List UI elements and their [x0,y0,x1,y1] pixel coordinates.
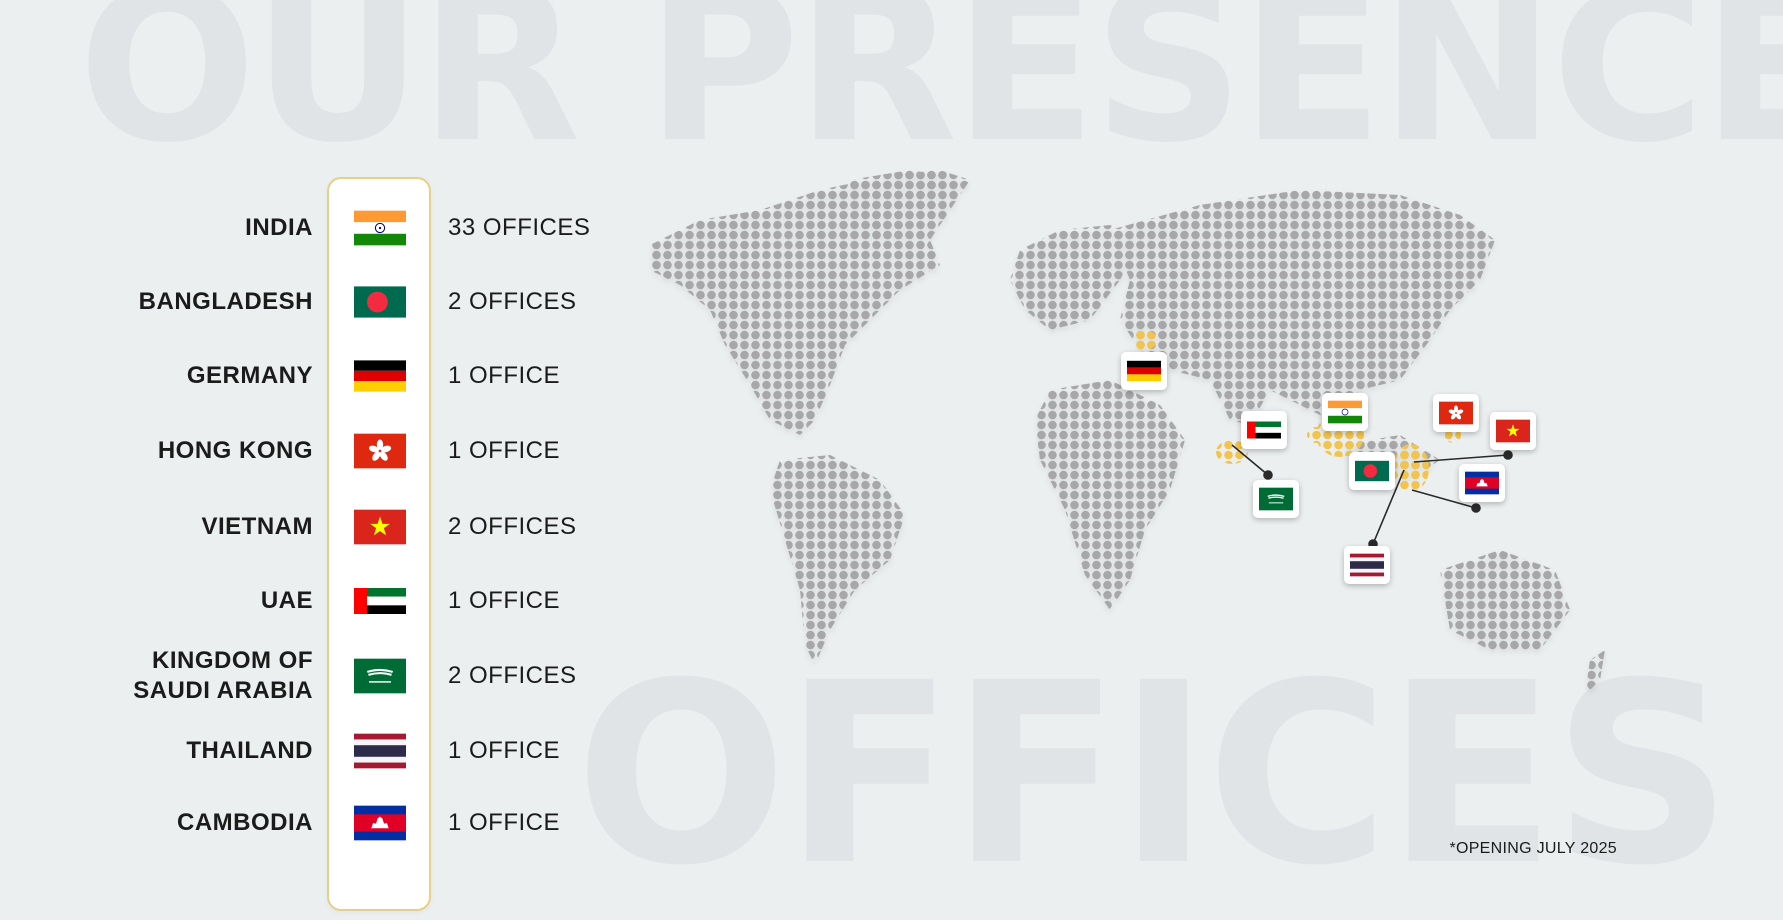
office-count: 1 OFFICE [448,737,561,764]
hong-kong-flag-icon [354,432,406,471]
thailand-flag-icon [354,732,406,771]
office-count: 1 OFFICE [448,362,561,389]
india-flag-icon [1328,400,1362,424]
office-count: 1 OFFICE [448,437,561,464]
country-name: UAE [260,587,313,614]
south-america-shape [770,455,905,665]
bangladesh-flag-icon [1355,459,1389,483]
country-row-hong-kong: HONG KONG 1 OFFICE [0,421,900,481]
office-count: 2 OFFICES [448,513,577,540]
country-row-vietnam: VIETNAM 2 OFFICES [0,497,900,557]
country-name: HONG KONG [157,437,313,464]
office-count: 1 OFFICE [448,587,561,614]
thailand-flag-icon [1350,553,1384,577]
country-row-germany: GERMANY 1 OFFICE [0,346,900,406]
vietnam-flag-icon [1496,419,1530,443]
background-title-our-presence: OUR PRESENCE [78,0,1783,189]
country-row-bangladesh: BANGLADESH 2 OFFICES [0,272,900,332]
map-pin-saudi-arabia[interactable] [1253,480,1299,518]
country-name: THAILAND [186,737,313,764]
country-name: GERMANY [186,362,313,389]
map-pin-bangladesh[interactable] [1349,452,1395,490]
map-pin-hong-kong[interactable] [1433,394,1479,432]
country-name: BANGLADESH [138,288,313,315]
map-pin-thailand[interactable] [1344,546,1390,584]
office-count: 2 OFFICES [448,288,577,315]
uae-flag-icon [354,582,406,621]
country-row-cambodia: CAMBODIA 1 OFFICE [0,793,900,853]
germany-flag-icon [354,357,406,396]
greenland-shape [850,170,940,240]
cambodia-flag-icon [354,804,406,843]
australia-shape [1440,550,1570,650]
country-name: INDIA [245,214,313,241]
country-row-india: INDIA 33 OFFICES [0,198,900,258]
vietnam-flag-icon [354,508,406,547]
map-pin-germany[interactable] [1121,352,1167,390]
country-row-saudi-arabia: KINGDOM OF SAUDI ARABIA 2 OFFICES [0,646,900,706]
saudi-arabia-flag-icon [1259,487,1293,511]
bangladesh-flag-icon [354,283,406,322]
map-pin-uae[interactable] [1241,411,1287,449]
country-name: KINGDOM OF SAUDI ARABIA [12,646,313,706]
africa-shape [1035,380,1185,610]
europe-shape [1010,225,1140,330]
map-pin-india[interactable] [1322,393,1368,431]
country-name: CAMBODIA [177,809,313,836]
country-name-line-1: KINGDOM OF [152,647,313,674]
asia-shape [1110,190,1495,425]
country-name: VIETNAM [201,513,313,540]
office-count: 1 OFFICE [448,809,561,836]
country-name-line-2: SAUDI ARABIA [133,677,313,704]
uae-flag-icon [1247,418,1281,442]
cambodia-flag-icon [1465,471,1499,495]
office-count: 33 OFFICES [448,214,591,241]
country-row-thailand: THAILAND 1 OFFICE [0,721,900,781]
map-pin-vietnam[interactable] [1490,412,1536,450]
country-row-uae: UAE 1 OFFICE [0,571,900,631]
india-flag-icon [354,209,406,248]
opening-footnote: *OPENING JULY 2025 [1449,840,1617,857]
office-count: 2 OFFICES [448,662,577,689]
saudi-arabia-flag-icon [354,657,406,696]
germany-flag-icon [1127,359,1161,383]
hong-kong-flag-icon [1439,401,1473,425]
map-pin-cambodia[interactable] [1459,464,1505,502]
new-zealand-shape [1585,650,1605,695]
